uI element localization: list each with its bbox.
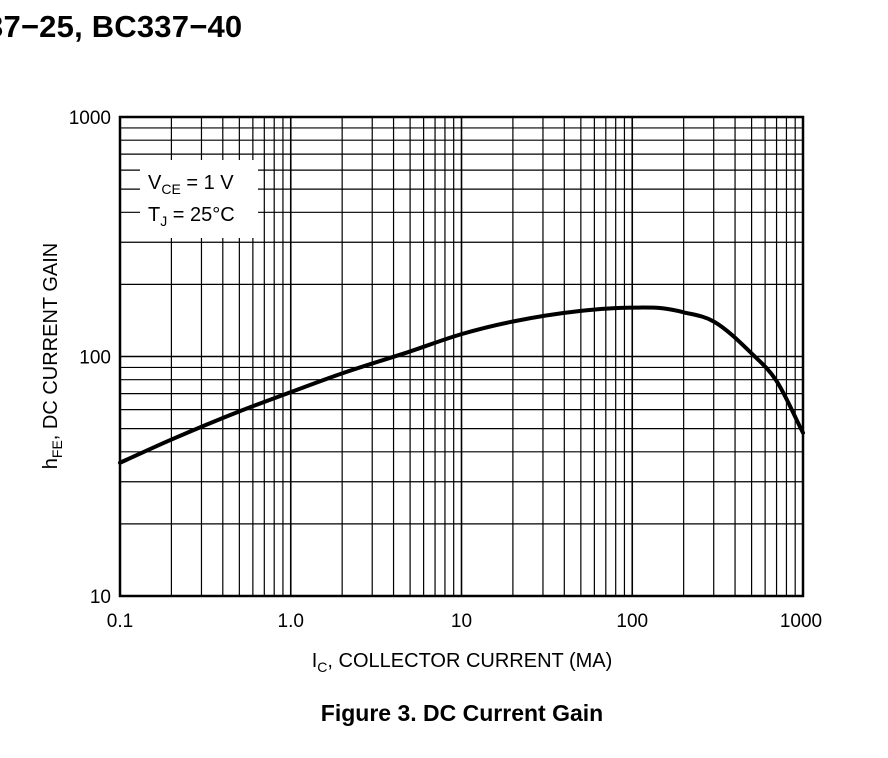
x-tick-label: 0.1 xyxy=(107,611,133,632)
x-tick-label: 1000 xyxy=(780,611,822,632)
y-tick-label: 100 xyxy=(79,348,111,369)
plot-frame xyxy=(118,115,805,598)
y-tick-label: 10 xyxy=(90,587,111,608)
annotation-line: VCE = 1 V xyxy=(148,172,234,197)
gain-curve xyxy=(118,305,805,465)
x-tick-labels: 0.1 1.0 10 100 1000 xyxy=(107,611,822,632)
y-tick-label: 1000 xyxy=(69,108,111,129)
x-tick-label: 1.0 xyxy=(278,611,304,632)
x-axis-label: IC, COLLECTOR CURRENT (MA) xyxy=(312,650,613,675)
y-tick-labels: 10 100 1000 xyxy=(69,108,111,608)
conditions-annotation: VCE = 1 V TJ = 25°C xyxy=(140,160,258,238)
annotation-background xyxy=(140,160,258,238)
y-axis-label: hFE, DC CURRENT GAIN xyxy=(40,243,65,469)
x-tick-label: 100 xyxy=(616,611,648,632)
figure-caption: Figure 3. DC Current Gain xyxy=(320,700,604,726)
page-title: 37−25, BC337−40 xyxy=(0,9,243,44)
x-tick-label: 10 xyxy=(451,611,472,632)
annotation-line: TJ = 25°C xyxy=(148,204,235,229)
